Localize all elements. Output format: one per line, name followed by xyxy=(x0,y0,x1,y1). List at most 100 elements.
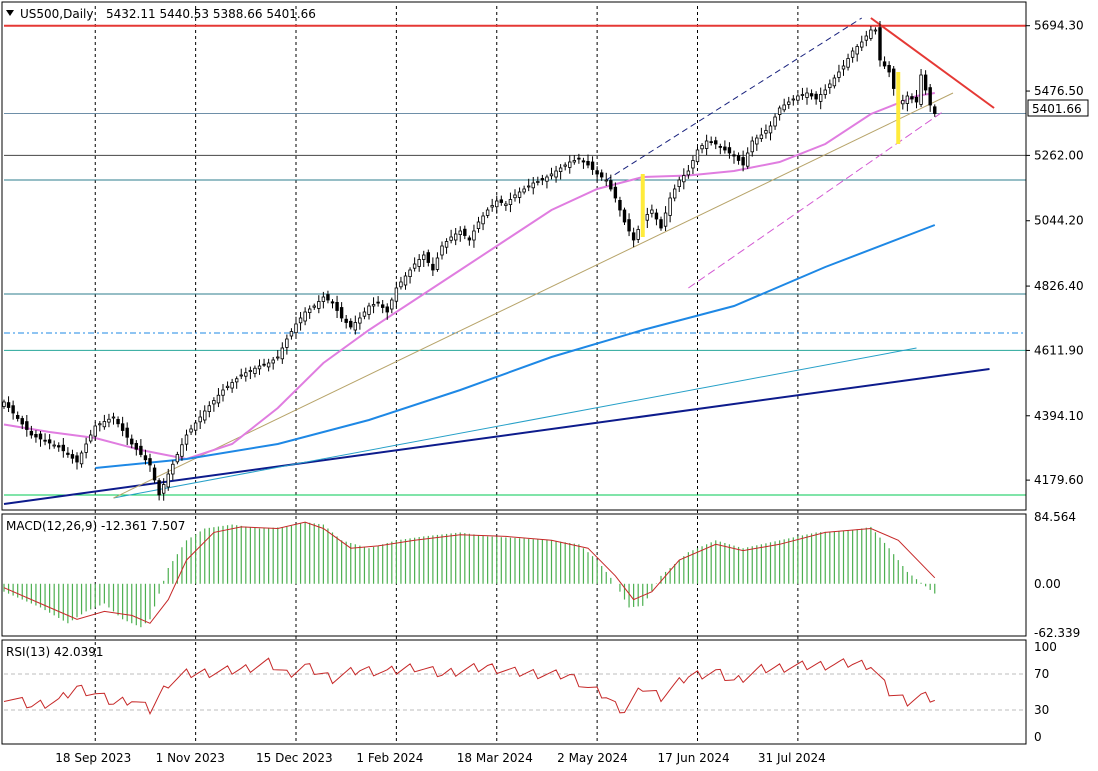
x-tick-label: 18 Mar 2024 xyxy=(457,751,533,765)
candle xyxy=(796,93,800,104)
trend-line xyxy=(113,92,954,499)
candle-body xyxy=(25,421,29,430)
candle xyxy=(253,365,257,378)
y-tick-label: 5262.00 xyxy=(1034,148,1084,162)
candle xyxy=(189,424,193,435)
candle xyxy=(914,90,919,109)
candle xyxy=(422,250,426,267)
candle-body xyxy=(910,96,914,100)
candle xyxy=(15,411,20,422)
macd-panel xyxy=(3,521,936,628)
y-tick-label: 5476.50 xyxy=(1034,84,1084,98)
candle-body xyxy=(490,205,494,208)
rsi-tick-label: 100 xyxy=(1034,640,1057,654)
candle-body xyxy=(882,61,887,67)
candle-body xyxy=(828,83,832,88)
candle xyxy=(709,136,713,146)
candle-body xyxy=(636,229,640,240)
candle-body xyxy=(102,421,107,428)
candle-body xyxy=(303,311,307,322)
candle xyxy=(704,134,709,156)
y-tick-label: 4611.90 xyxy=(1034,343,1084,357)
candle xyxy=(102,414,107,430)
candle-body xyxy=(157,480,161,496)
candle xyxy=(435,252,440,272)
candle xyxy=(399,276,403,290)
x-tick-label: 1 Feb 2024 xyxy=(356,751,423,765)
candle xyxy=(262,358,266,367)
collapse-triangle-icon[interactable] xyxy=(6,10,14,16)
candle xyxy=(841,60,846,76)
candle-body xyxy=(495,200,499,208)
candle-body xyxy=(718,145,723,148)
candle-body xyxy=(864,35,869,41)
candle xyxy=(860,35,864,51)
macd-label: MACD(12,26,9) -12.361 7.507 xyxy=(6,519,185,533)
candle xyxy=(312,303,316,310)
candle-body xyxy=(513,194,517,199)
candle-body xyxy=(57,445,61,448)
macd-signal-line xyxy=(3,521,936,624)
moving-average-line xyxy=(95,224,936,469)
candle-body xyxy=(759,134,764,139)
candle xyxy=(317,295,321,314)
candle xyxy=(563,162,567,171)
candle xyxy=(212,397,216,412)
candle-body xyxy=(317,301,321,309)
rsi-label: RSI(13) 42.0391 xyxy=(6,645,104,659)
candle xyxy=(307,305,312,319)
candle-body xyxy=(189,428,193,433)
candle-body xyxy=(627,219,631,232)
candle-body xyxy=(732,154,736,157)
candle-body xyxy=(298,317,303,324)
candle-body xyxy=(663,212,668,227)
x-tick-label: 15 Dec 2023 xyxy=(256,751,333,765)
candle xyxy=(609,174,613,192)
candle-body xyxy=(869,29,873,39)
candle-body xyxy=(198,416,202,423)
candle xyxy=(248,366,253,380)
candle xyxy=(823,84,827,99)
candle-body xyxy=(440,245,444,256)
candle xyxy=(718,143,723,155)
candle xyxy=(139,439,143,458)
y-tick-label: 5044.20 xyxy=(1034,214,1084,228)
candle xyxy=(93,422,97,441)
candle-body xyxy=(613,186,618,199)
candle-body xyxy=(933,106,937,114)
candle xyxy=(504,201,508,211)
candle-body xyxy=(800,94,805,96)
candle-body xyxy=(403,275,408,286)
candle-body xyxy=(499,199,504,203)
candle-body xyxy=(20,418,24,425)
candle xyxy=(723,140,727,154)
candle xyxy=(239,368,243,380)
axis-labels: 18 Sep 2023 1 Nov 2023 15 Dec 2023 1 Feb 20… xyxy=(55,19,1083,765)
candle-body xyxy=(184,434,189,445)
candle-body xyxy=(175,454,180,463)
candle-body xyxy=(860,41,864,48)
candle-body xyxy=(234,378,239,383)
candle-body xyxy=(837,71,841,78)
candle-body xyxy=(668,197,672,216)
candle-body xyxy=(431,263,435,271)
candle-body xyxy=(376,301,380,304)
candle-body xyxy=(590,161,595,170)
candle xyxy=(631,227,636,248)
chart-header: US500,Daily 5432.11 5440.53 5388.66 5401… xyxy=(6,7,316,21)
y-tick-label: 4179.60 xyxy=(1034,473,1084,487)
candle xyxy=(572,155,577,165)
candle xyxy=(777,105,782,121)
candle xyxy=(499,195,504,206)
candle xyxy=(791,95,796,106)
candle xyxy=(326,290,330,304)
candle-body xyxy=(2,401,6,407)
candle xyxy=(134,440,139,456)
candle-body xyxy=(914,96,919,103)
candle xyxy=(887,61,891,78)
candle-body xyxy=(650,209,654,214)
candle-body xyxy=(225,385,230,388)
candle xyxy=(682,168,686,190)
candle xyxy=(700,143,704,154)
